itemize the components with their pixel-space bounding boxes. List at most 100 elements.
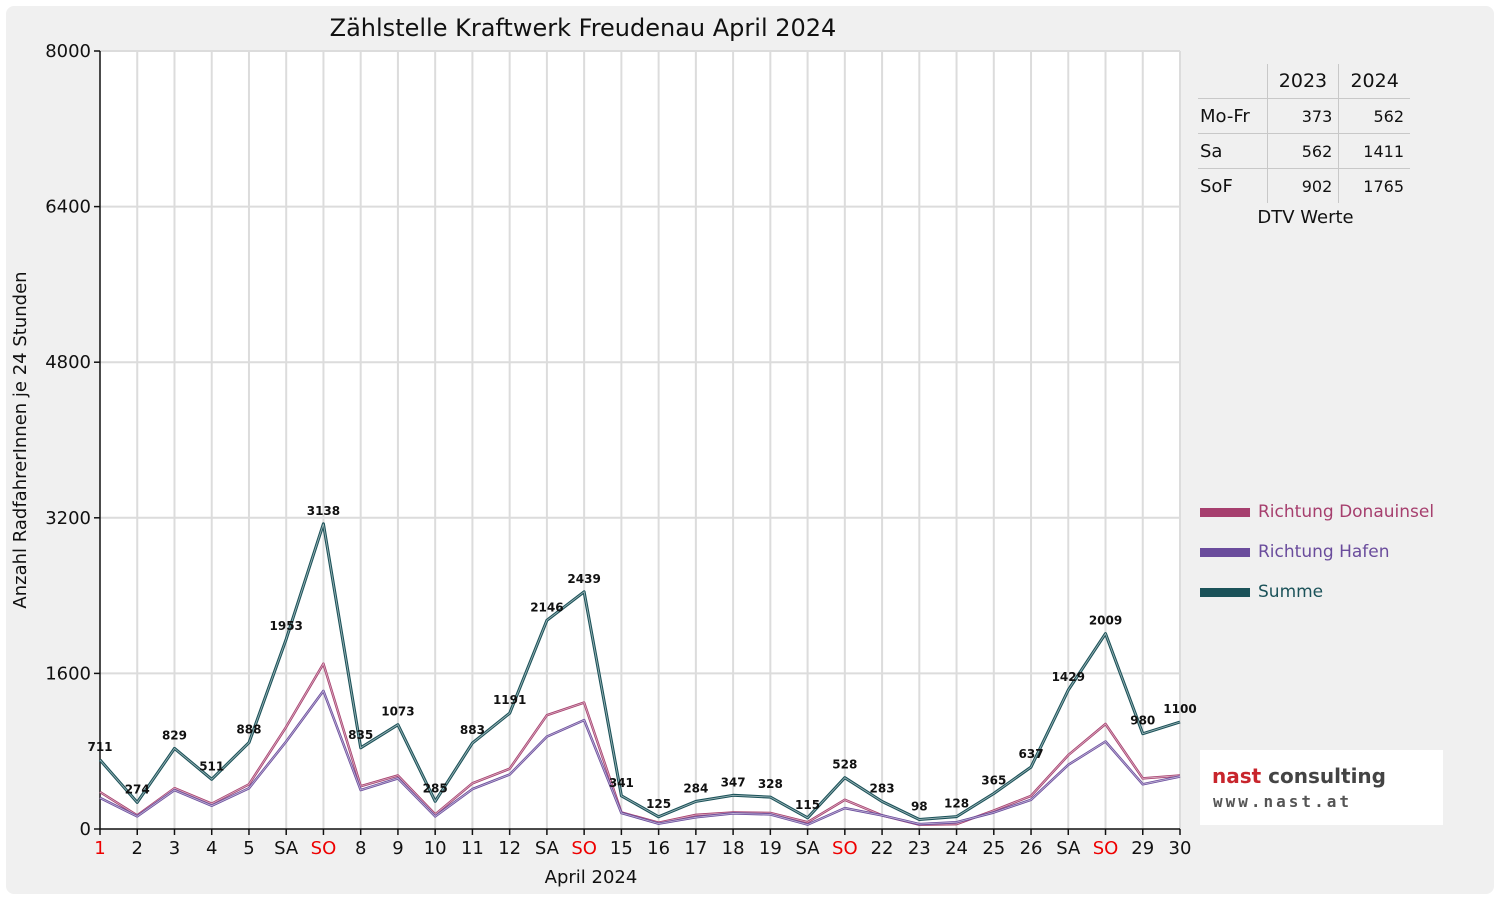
data-label: 835 [348,728,373,742]
logo-name-consulting: consulting [1268,764,1386,788]
x-tick-label: 24 [945,838,968,859]
legend-swatch [1200,507,1250,517]
data-label: 2146 [530,600,563,614]
data-label: 3138 [307,504,340,518]
y-tick-label: 3200 [45,508,91,529]
x-tick-label: 18 [722,838,745,859]
chart-title: Zählstelle Kraftwerk Freudenau April 202… [330,14,837,42]
data-labels: 711 274 829 511 888 1953 3138 835 1073 285 883 1191… [87,504,1196,814]
data-label: 328 [758,777,783,791]
legend-swatch [1200,547,1250,557]
data-label: 980 [1130,714,1155,728]
x-tick-label: 29 [1131,838,1154,859]
data-label: 1191 [493,693,526,707]
legend-item-hafen: Richtung Hafen [1200,532,1434,572]
logo-name: nast consulting [1212,764,1386,788]
dtv-caption: DTV Werte [1257,207,1354,228]
x-tick-label: SO [571,838,597,859]
y-tick-label: 4800 [45,352,91,373]
data-label: 829 [162,728,187,742]
dtv-table: 2023 2024 Mo-Fr 373 562 Sa 562 1411 SoF … [1198,64,1413,228]
legend-swatch [1200,587,1250,597]
data-label: 637 [1019,747,1044,761]
data-label: 883 [460,723,485,737]
dtv-row-label: Mo-Fr [1198,98,1268,134]
data-label: 711 [87,740,112,754]
data-label: 347 [721,775,746,789]
dtv-year-2024: 2024 [1338,64,1410,99]
x-tick-label: 17 [684,838,707,859]
dtv-corner [1198,64,1267,99]
x-tick-label: 4 [206,838,217,859]
dtv-cell: 1411 [1338,133,1410,169]
data-label: 2009 [1089,614,1122,628]
dtv-cell: 1765 [1338,168,1410,203]
x-tick-label: 3 [169,838,180,859]
data-label: 528 [832,758,857,772]
dtv-cell: 562 [1266,133,1339,169]
y-tick-label: 8000 [45,41,91,62]
grid [100,50,1181,829]
dtv-year-2023: 2023 [1266,64,1339,99]
data-label: 888 [236,723,261,737]
legend-label: Richtung Donauinsel [1258,502,1435,522]
data-label: 128 [944,797,969,811]
x-tick-label: 5 [243,838,254,859]
dtv-cell: 902 [1266,168,1339,203]
x-axis-label: April 2024 [545,867,638,888]
x-tick-label: 22 [871,838,894,859]
x-tick-label: 25 [982,838,1005,859]
x-tick-label: 30 [1169,838,1192,859]
y-tick-label: 6400 [45,197,91,218]
x-tick-label: SA [274,838,299,859]
data-label: 98 [911,799,928,813]
legend: Richtung Donauinsel Richtung Hafen Summe [1200,492,1434,612]
data-label: 1073 [381,705,414,719]
data-label: 115 [795,798,820,812]
y-tick-label: 1600 [45,663,91,684]
data-label: 125 [646,797,671,811]
dtv-row-label: SoF [1198,168,1268,203]
x-tick-label: 26 [1020,838,1043,859]
x-tick-label: 16 [647,838,670,859]
x-tick-label: SA [1056,838,1081,859]
data-label: 365 [981,774,1006,788]
data-label: 285 [423,781,448,795]
x-tick-label: SA [535,838,560,859]
plot-area [100,51,1180,829]
data-label: 1429 [1052,670,1085,684]
legend-label: Summe [1258,582,1324,602]
series-line-highlight-2 [99,689,1181,826]
x-tick-label: 15 [610,838,633,859]
company-logo: nast consulting www.nast.at [1200,750,1443,825]
data-label: 283 [870,781,895,795]
x-tick-label: 12 [498,838,521,859]
x-tick-label: 8 [355,838,366,859]
legend-item-donauinsel: Richtung Donauinsel [1200,492,1434,532]
logo-name-nast: nast [1212,764,1262,788]
data-label: 1953 [270,619,303,633]
x-tick-label: 2 [132,838,143,859]
dtv-row-label: Sa [1198,133,1268,169]
legend-item-summe: Summe [1200,572,1434,612]
dtv-cell: 562 [1338,98,1410,134]
y-tick-label: 0 [80,819,91,840]
x-tick-label: SA [796,838,821,859]
x-tick-label: SO [311,838,337,859]
data-label: 341 [609,776,634,790]
legend-label: Richtung Hafen [1258,542,1390,562]
data-label: 284 [683,781,708,795]
series-lines [98,522,1181,826]
x-tick-label: 10 [424,838,447,859]
x-tick-label: SO [1093,838,1119,859]
x-tick-label: 1 [94,838,105,859]
dtv-cell: 373 [1266,98,1339,134]
data-label: 2439 [567,572,600,586]
y-axis-label: Anzahl RadfahrerInnen je 24 Stunden [10,271,31,608]
x-tick-label: SO [832,838,858,859]
x-tick-label: 19 [759,838,782,859]
data-label: 511 [199,759,224,773]
data-label: 1100 [1163,702,1196,716]
